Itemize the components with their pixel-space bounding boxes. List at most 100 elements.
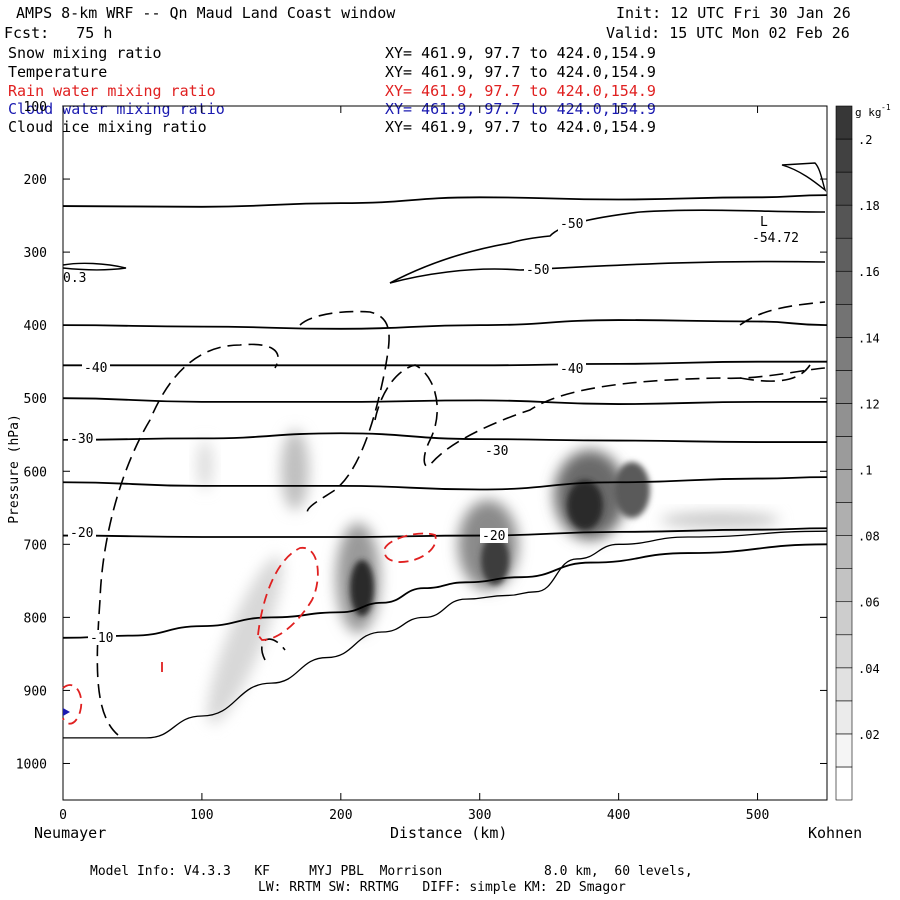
colorbar-bin bbox=[835, 337, 853, 371]
contour-label-bg bbox=[480, 528, 508, 543]
dashed-contour-right bbox=[739, 301, 826, 326]
colorbar-tick-label: .06 bbox=[858, 596, 880, 610]
dashed-contour-top bbox=[299, 310, 390, 516]
contour-label-bg bbox=[68, 525, 96, 540]
contour-label: -10 bbox=[90, 631, 113, 646]
y-tick-label: 300 bbox=[24, 246, 47, 261]
isotherm--30b bbox=[62, 432, 827, 443]
low-marker: L bbox=[760, 215, 768, 230]
y-tick-label: 700 bbox=[24, 538, 47, 553]
y-tick-label: 100 bbox=[24, 100, 47, 115]
isotherm--55 bbox=[62, 194, 828, 208]
contour-label: -30 bbox=[485, 444, 508, 459]
colorbar-tick-label: .12 bbox=[858, 397, 880, 411]
colorbar-bin bbox=[835, 370, 853, 404]
field-temperature-xy: XY= 461.9, 97.7 to 424.0,154.9 bbox=[385, 63, 656, 81]
rain-contours bbox=[62, 532, 437, 725]
small-contour-left bbox=[62, 262, 127, 271]
colorbar-tick-label: .04 bbox=[858, 662, 880, 676]
colorbar-bin bbox=[835, 237, 853, 272]
colorbar-bin bbox=[835, 469, 853, 503]
colorbar-bin bbox=[835, 700, 853, 735]
forecast-hour: Fcst: 75 h bbox=[4, 24, 113, 42]
x-axis-title: Distance (km) bbox=[390, 824, 508, 842]
plot-frame bbox=[62, 105, 828, 801]
cloud-ice-shading bbox=[197, 430, 780, 724]
dashed-contour-right-b bbox=[739, 364, 811, 382]
isotherms bbox=[62, 194, 828, 639]
colorbar-tick-label: .14 bbox=[858, 331, 880, 345]
colorbar-bin bbox=[835, 601, 853, 636]
rain-contour-a bbox=[257, 547, 319, 641]
y-axis: 100 200 300 400 500 600 700 800 900 1000 bbox=[16, 100, 827, 772]
cloud-water-marker bbox=[63, 708, 70, 716]
contour-label: -40 bbox=[560, 362, 583, 377]
contour-label-bg bbox=[524, 262, 552, 277]
colorbar-bin bbox=[835, 667, 853, 702]
colorbar-unit-exponent: -1 bbox=[881, 103, 891, 112]
rain-contour-c bbox=[62, 684, 83, 725]
field-snow-xy: XY= 461.9, 97.7 to 424.0,154.9 bbox=[385, 44, 656, 62]
colorbar-bin bbox=[835, 502, 853, 536]
colorbar-bin bbox=[835, 171, 853, 206]
colorbar-bin bbox=[835, 568, 853, 603]
terrain-line bbox=[63, 530, 828, 739]
y-axis-title: Pressure (hPa) bbox=[6, 414, 22, 524]
edge-contour-label: 0.3 bbox=[63, 271, 86, 286]
x-tick-label: 100 bbox=[190, 808, 213, 823]
colorbar-bin bbox=[835, 204, 853, 239]
contour-label-bg bbox=[558, 361, 586, 376]
field-cloud-ice-xy: XY= 461.9, 97.7 to 424.0,154.9 bbox=[385, 118, 656, 136]
shade-blob-a-core bbox=[350, 560, 374, 616]
colorbar-unit: g kg bbox=[855, 106, 882, 119]
colorbar-bin bbox=[835, 535, 853, 569]
shade-blob-b-core bbox=[481, 535, 509, 585]
y-tick-label: 600 bbox=[24, 465, 47, 480]
colorbar-bin bbox=[835, 403, 853, 437]
init-time: Init: 12 UTC Fri 30 Jan 26 bbox=[616, 4, 851, 22]
field-cloud-water-xy: XY= 461.9, 97.7 to 424.0,154.9 bbox=[385, 100, 656, 118]
shade-tail bbox=[660, 512, 780, 528]
isotherm-minus-50-lower bbox=[389, 260, 826, 284]
field-temperature: Temperature bbox=[8, 63, 108, 81]
field-snow: Snow mixing ratio bbox=[8, 44, 162, 62]
colorbar-bin bbox=[835, 105, 853, 140]
contour-label-bg bbox=[558, 216, 586, 231]
model-info-line2: LW: RRTM SW: RRTMG DIFF: simple KM: 2D S… bbox=[258, 880, 626, 895]
shade-faint-left bbox=[207, 556, 283, 724]
x-tick-label: 200 bbox=[329, 808, 352, 823]
contour-label-bg bbox=[68, 431, 96, 446]
y-tick-label: 1000 bbox=[16, 757, 47, 772]
x-end-label: Kohnen bbox=[808, 824, 863, 842]
x-start-label: Neumayer bbox=[34, 824, 107, 842]
x-tick-label: 0 bbox=[59, 808, 67, 823]
model-info-line1: Model Info: V4.3.3 KF MYJ PBL Morrison 8… bbox=[90, 864, 693, 879]
dashed-contour-near-terrain bbox=[260, 638, 286, 661]
colorbar-tick-label: .08 bbox=[858, 530, 880, 544]
shade-blob-d bbox=[614, 462, 650, 518]
shade-faint-mid bbox=[281, 430, 309, 510]
field-rain-xy: XY= 461.9, 97.7 to 424.0,154.9 bbox=[385, 82, 656, 100]
colorbar-bin bbox=[835, 766, 853, 801]
y-tick-label: 900 bbox=[24, 684, 47, 699]
colorbar-bin bbox=[835, 303, 853, 338]
field-cloud-water: Cloud water mixing ratio bbox=[8, 100, 225, 118]
x-tick-label: 300 bbox=[468, 808, 491, 823]
colorbar-bin bbox=[835, 634, 853, 669]
y-tick-label: 800 bbox=[24, 611, 47, 626]
x-tick-label: 400 bbox=[607, 808, 630, 823]
dashed-contour-left bbox=[96, 343, 279, 736]
contour-label: -40 bbox=[84, 361, 107, 376]
x-tick-label: 500 bbox=[746, 808, 769, 823]
contour-label: -20 bbox=[70, 526, 93, 541]
y-tick-label: 400 bbox=[24, 319, 47, 334]
contour-label: -50 bbox=[560, 217, 583, 232]
contour-label-bg bbox=[82, 360, 110, 375]
colorbar-bin bbox=[835, 436, 853, 470]
field-cloud-ice: Cloud ice mixing ratio bbox=[8, 118, 207, 136]
colorbar: .02 .04 .06 .08 .1 .12 .14 .16 .18 .2 g kg -1 bbox=[835, 103, 891, 801]
contour-label-bg bbox=[483, 443, 511, 458]
colorbar-tick-label: .18 bbox=[858, 199, 880, 213]
dashed-contour-mid bbox=[374, 364, 826, 467]
